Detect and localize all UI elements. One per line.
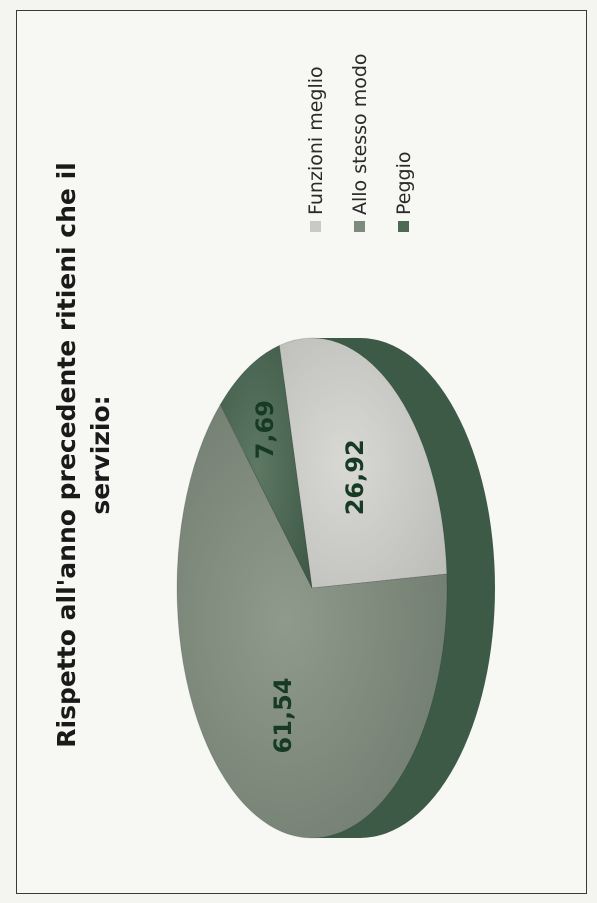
chart-title-line-2: servizio: (86, 395, 115, 514)
legend-label: Funzioni meglio (305, 66, 327, 215)
pie-value-label: 26,92 (341, 439, 369, 515)
pie-slice-allo-stesso-modo (176, 403, 448, 839)
pie-value-label: 61,54 (269, 678, 297, 754)
pie-slice-funzioni-meglio (278, 337, 448, 589)
legend-swatch (398, 221, 409, 232)
legend-label: Allo stesso modo (349, 53, 371, 215)
pie-labels: 26,92 61,54 7,69 (251, 400, 369, 753)
legend-entry: Funzioni meglio (305, 66, 327, 232)
pie-slices (176, 337, 448, 839)
chart-title-line-1: Rispetto all'anno precedente ritieni che… (52, 162, 81, 747)
chart-title: Rispetto all'anno precedente ritieni che… (52, 162, 115, 747)
legend-entry: Peggio (393, 152, 415, 232)
pie-slice-peggio (219, 344, 313, 589)
legend-label: Peggio (393, 152, 415, 216)
legend: Funzioni meglio Allo stesso modo Peggio (305, 53, 415, 232)
pie-value-label: 7,69 (251, 400, 279, 459)
legend-swatch (310, 221, 321, 232)
legend-entry: Allo stesso modo (349, 53, 371, 232)
legend-swatch (354, 221, 365, 232)
